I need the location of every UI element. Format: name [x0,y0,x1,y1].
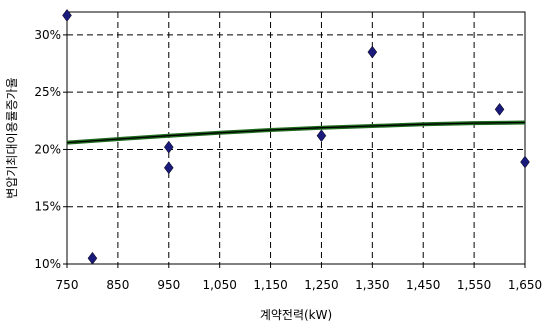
trendline-core [66,121,526,144]
x-tick-label: 850 [106,278,129,292]
y-tick-label: 25% [34,85,61,99]
y-tick-label: 20% [34,142,61,156]
y-tick-label: 15% [34,200,61,214]
x-tick-label: 1,650 [508,278,542,292]
data-point-diamond [87,251,98,265]
x-axis-title: 계약전력(kW) [260,307,332,322]
x-tick-label: 1,350 [355,278,389,292]
x-tick-label: 1,550 [457,278,491,292]
data-points [62,9,530,265]
x-tick-label: 1,050 [202,278,236,292]
data-point-diamond [163,161,174,175]
data-point-diamond [520,155,530,169]
x-tick-label: 950 [157,278,180,292]
data-point-diamond [62,9,72,22]
y-tick-label: 10% [34,257,61,271]
data-point-diamond [316,129,327,143]
x-tick-label: 750 [56,278,79,292]
x-tick-label: 1,450 [406,278,440,292]
x-tick-label: 1,150 [253,278,287,292]
x-tick-label: 1,250 [304,278,338,292]
y-tick-label: 30% [34,28,61,42]
data-point-diamond [494,102,505,116]
y-tick-labels: 10% 15% 20% 25% 30% [34,28,67,271]
data-point-diamond [163,140,174,154]
trendline [66,120,526,145]
x-tick-labels: 750 850 950 1,050 1,150 1,250 1,350 1,450 1,550 1… [56,264,542,292]
data-point-diamond [367,45,378,59]
y-axis-title: 변압기최대이용률증가율 [5,77,19,198]
grid [67,12,525,264]
